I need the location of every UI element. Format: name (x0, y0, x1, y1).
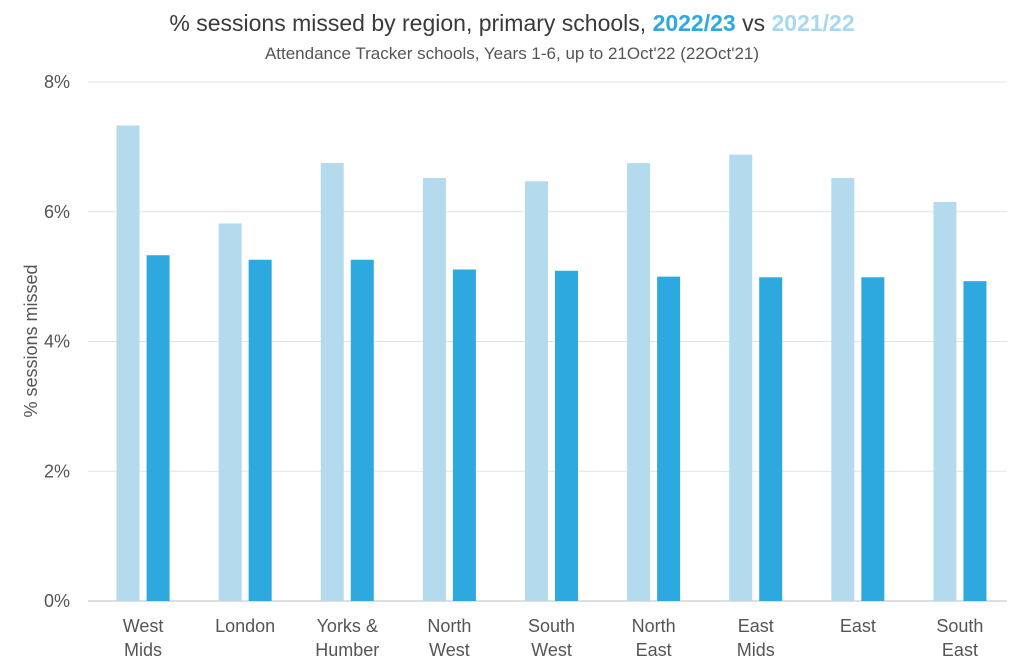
y-tick-label: 8% (44, 72, 70, 92)
bar-2021-22 (525, 181, 548, 602)
chart-subtitle: Attendance Tracker schools, Years 1-6, u… (264, 44, 760, 63)
bar-2022-23 (248, 259, 272, 601)
y-tick-label: 2% (44, 461, 70, 481)
x-category-label: North East (632, 616, 676, 660)
bar-2022-23 (350, 259, 374, 601)
bar-2021-22 (933, 202, 957, 602)
x-axis-labels: West Mids London Yorks & Humber North West Sout… (123, 616, 984, 660)
bar-2022-23 (657, 276, 681, 601)
chart-title: % sessions missed by region, primary sch… (0, 10, 1024, 37)
bar-2021-22 (218, 223, 242, 602)
title-series-2021-22: 2021/22 (771, 10, 855, 36)
title-series-2022-23: 2022/23 (652, 10, 736, 36)
x-category-label: East (840, 616, 876, 636)
x-category-label: Yorks & Humber (315, 616, 379, 660)
bar-2022-23 (555, 270, 578, 601)
x-category-label: South East (936, 616, 983, 660)
bar-2021-22 (320, 163, 344, 601)
bar-2022-23 (861, 277, 885, 601)
y-axis-ticks: 0% 2% 4% 6% 8% (44, 72, 70, 611)
bar-2021-22 (116, 125, 140, 601)
y-axis-label: % sessions missed (21, 264, 41, 417)
x-category-label: West Mids (123, 616, 164, 660)
y-tick-label: 6% (44, 202, 70, 222)
bar-2021-22 (422, 178, 446, 601)
bar-2022-23 (963, 281, 987, 601)
x-category-label: East Mids (737, 616, 775, 660)
x-category-label: London (215, 616, 275, 636)
y-tick-label: 4% (44, 332, 70, 352)
bar-2021-22 (831, 178, 855, 601)
title-joiner: vs (735, 10, 772, 36)
title-prefix: % sessions missed by region, primary sch… (169, 10, 653, 36)
bar-2022-23 (759, 277, 783, 601)
bars (116, 125, 987, 602)
y-tick-label: 0% (44, 591, 70, 611)
x-category-label: South West (528, 616, 575, 660)
x-category-label: North West (427, 616, 471, 660)
bar-2021-22 (729, 154, 753, 601)
bar-2022-23 (452, 269, 476, 601)
bar-2021-22 (627, 163, 651, 601)
bar-2022-23 (146, 255, 170, 601)
